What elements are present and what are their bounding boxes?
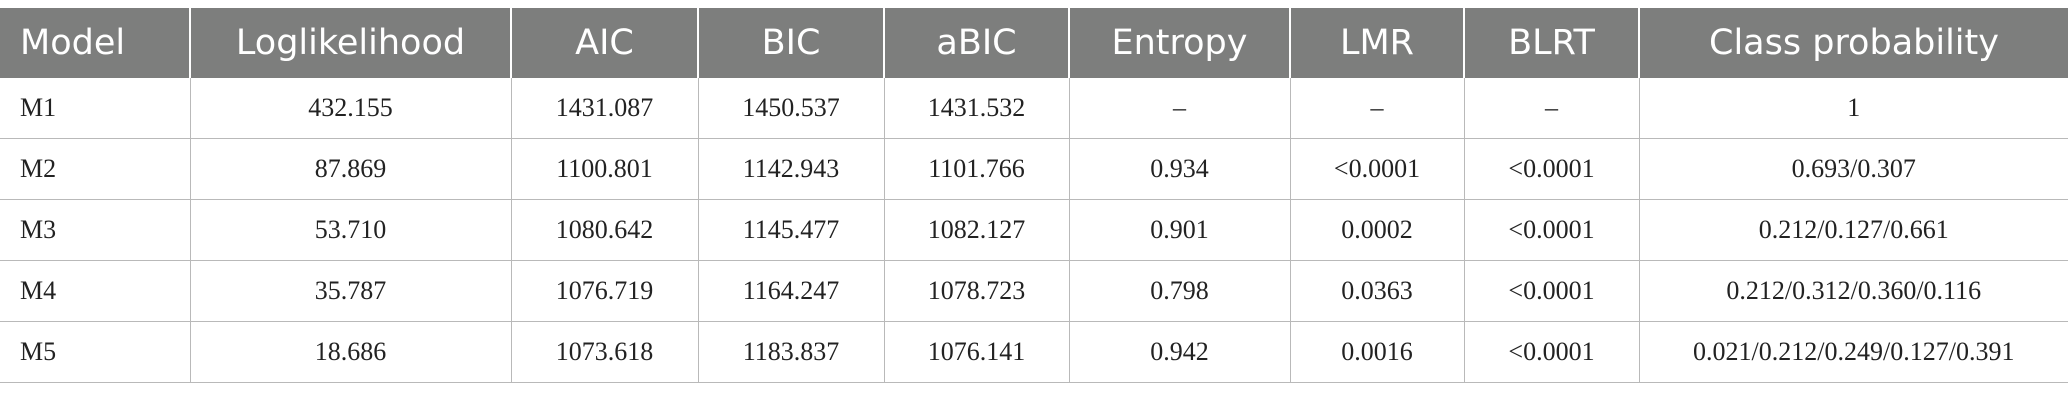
table-row: M2 87.869 1100.801 1142.943 1101.766 0.9… [0, 138, 2068, 200]
cell-aic: 1076.719 [511, 260, 699, 322]
cell-aic: 1100.801 [511, 138, 699, 200]
cell-model: M3 [0, 199, 191, 261]
cell-entropy: 0.798 [1069, 260, 1291, 322]
header-class-probability: Class probability [1639, 8, 2068, 78]
cell-bic: 1450.537 [698, 78, 885, 139]
header-model: Model [0, 8, 191, 78]
cell-model: M2 [0, 138, 191, 200]
cell-class-probability: 0.021/0.212/0.249/0.127/0.391 [1639, 321, 2068, 383]
cell-bic: 1145.477 [698, 199, 885, 261]
cell-class-probability: 0.212/0.127/0.661 [1639, 199, 2068, 261]
table-row: M5 18.686 1073.618 1183.837 1076.141 0.9… [0, 321, 2068, 383]
cell-loglikelihood: 18.686 [190, 321, 512, 383]
cell-loglikelihood: 53.710 [190, 199, 512, 261]
cell-aic: 1073.618 [511, 321, 699, 383]
header-entropy: Entropy [1069, 8, 1291, 78]
cell-entropy: – [1069, 78, 1291, 139]
table-body: M1 432.155 1431.087 1450.537 1431.532 – … [0, 78, 2068, 383]
cell-bic: 1142.943 [698, 138, 885, 200]
cell-aic: 1080.642 [511, 199, 699, 261]
cell-blrt: <0.0001 [1464, 321, 1640, 383]
cell-loglikelihood: 432.155 [190, 78, 512, 139]
table-row: M1 432.155 1431.087 1450.537 1431.532 – … [0, 78, 2068, 139]
cell-blrt: <0.0001 [1464, 138, 1640, 200]
cell-model: M5 [0, 321, 191, 383]
cell-entropy: 0.942 [1069, 321, 1291, 383]
cell-bic: 1164.247 [698, 260, 885, 322]
table-row: M3 53.710 1080.642 1145.477 1082.127 0.9… [0, 199, 2068, 261]
cell-blrt: – [1464, 78, 1640, 139]
cell-lmr: 0.0363 [1290, 260, 1465, 322]
cell-lmr: – [1290, 78, 1465, 139]
cell-class-probability: 0.212/0.312/0.360/0.116 [1639, 260, 2068, 322]
cell-model: M4 [0, 260, 191, 322]
cell-lmr: <0.0001 [1290, 138, 1465, 200]
cell-model: M1 [0, 78, 191, 139]
header-lmr: LMR [1290, 8, 1465, 78]
cell-entropy: 0.934 [1069, 138, 1291, 200]
table-row: M4 35.787 1076.719 1164.247 1078.723 0.7… [0, 260, 2068, 322]
cell-aic: 1431.087 [511, 78, 699, 139]
cell-class-probability: 1 [1639, 78, 2068, 139]
header-aic: AIC [511, 8, 699, 78]
cell-loglikelihood: 87.869 [190, 138, 512, 200]
cell-abic: 1078.723 [884, 260, 1070, 322]
cell-abic: 1101.766 [884, 138, 1070, 200]
cell-blrt: <0.0001 [1464, 260, 1640, 322]
header-abic: aBIC [884, 8, 1070, 78]
cell-abic: 1431.532 [884, 78, 1070, 139]
header-bic: BIC [698, 8, 885, 78]
header-blrt: BLRT [1464, 8, 1640, 78]
cell-loglikelihood: 35.787 [190, 260, 512, 322]
table-header: Model Loglikelihood AIC BIC aBIC Entropy… [0, 8, 2068, 78]
cell-entropy: 0.901 [1069, 199, 1291, 261]
header-loglikelihood: Loglikelihood [190, 8, 512, 78]
header-row: Model Loglikelihood AIC BIC aBIC Entropy… [0, 8, 2068, 78]
cell-bic: 1183.837 [698, 321, 885, 383]
cell-abic: 1076.141 [884, 321, 1070, 383]
cell-blrt: <0.0001 [1464, 199, 1640, 261]
cell-abic: 1082.127 [884, 199, 1070, 261]
model-fit-table: Model Loglikelihood AIC BIC aBIC Entropy… [0, 8, 2068, 383]
cell-class-probability: 0.693/0.307 [1639, 138, 2068, 200]
cell-lmr: 0.0016 [1290, 321, 1465, 383]
cell-lmr: 0.0002 [1290, 199, 1465, 261]
